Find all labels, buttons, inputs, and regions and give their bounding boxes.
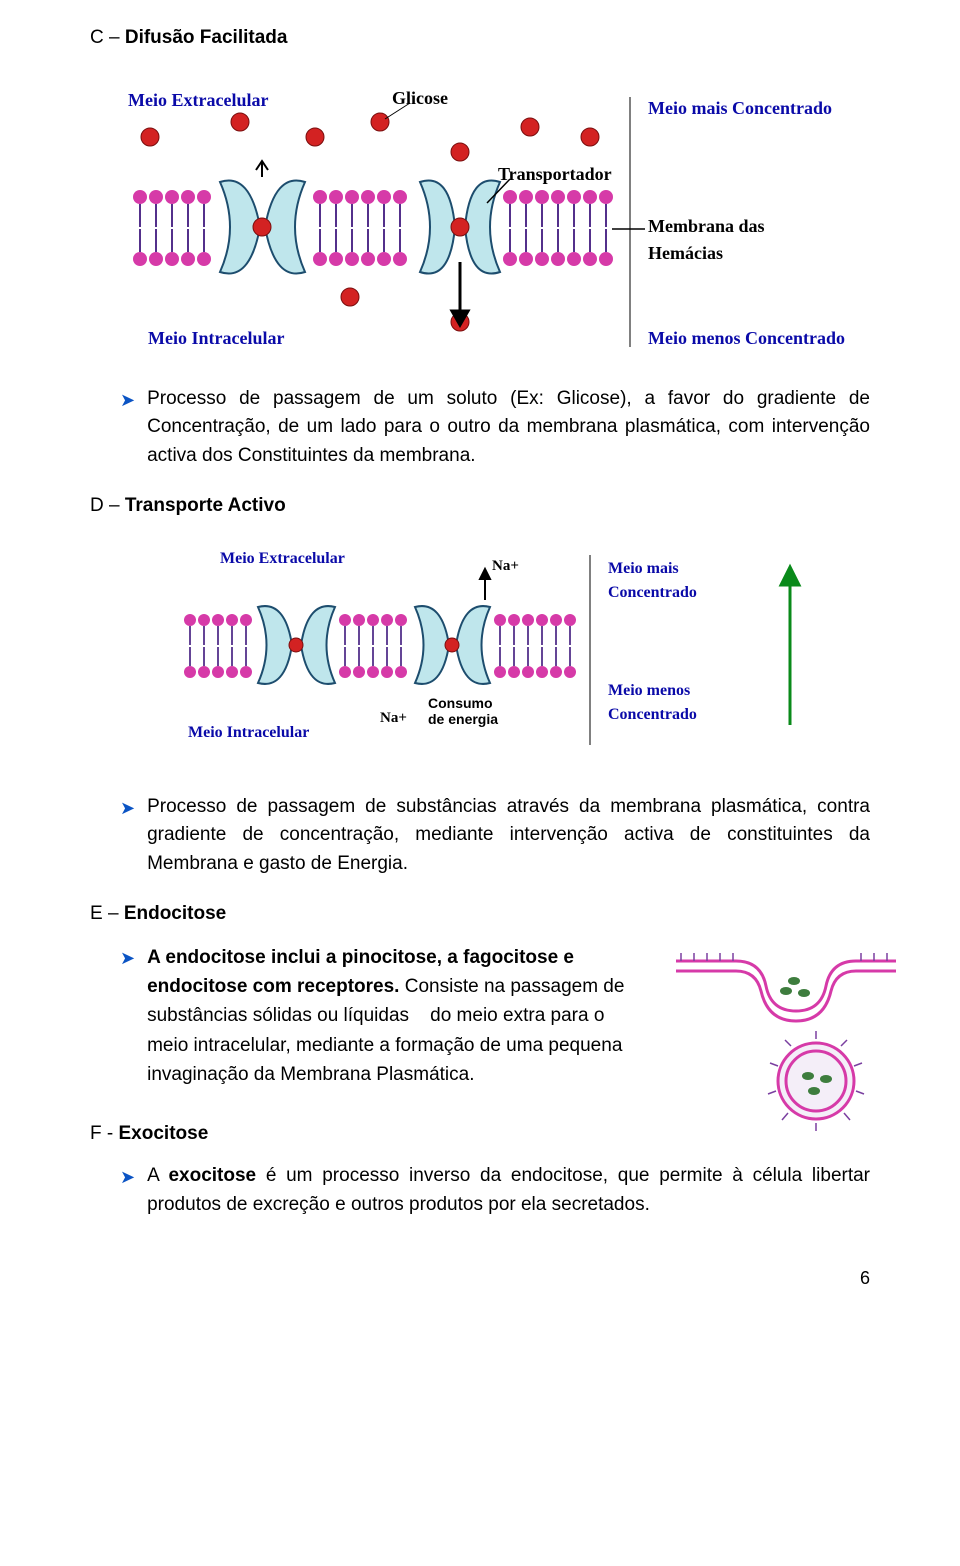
section-c-title: C – Difusão Facilitada	[90, 24, 870, 53]
section-d-bold: Transporte Activo	[125, 495, 286, 516]
label-mais-conc: Meio mais Concentrado	[648, 95, 832, 122]
label-menos-conc: Meio menos Concentrado	[648, 325, 845, 352]
label-intracelular: Meio Intracelular	[148, 325, 284, 352]
bullet-arrow-icon: ➤	[120, 795, 135, 822]
diagram-difusao: Meio Extracelular Glicose Meio mais Conc…	[90, 67, 870, 367]
section-c-bold: Difusão Facilitada	[125, 27, 288, 48]
section-e-title: E – Endocitose	[90, 900, 870, 929]
label-b-extrac: Meio Extracelular	[220, 547, 345, 571]
section-f-bold: Exocitose	[119, 1123, 209, 1144]
label-b-mais: Meio mais Concentrado	[608, 557, 697, 605]
label-b-na-bot: Na+	[380, 707, 407, 730]
bullet-e-text: A endocitose inclui a pinocitose, a fago…	[147, 943, 627, 1090]
bullet-arrow-icon: ➤	[120, 387, 135, 414]
label-glicose: Glicose	[392, 85, 448, 112]
section-d-prefix: D –	[90, 495, 125, 516]
page-number: 6	[90, 1265, 870, 1292]
diagram-endocitose	[666, 931, 906, 1131]
label-membrana: Membrana das Hemácias	[648, 213, 765, 267]
diagram-transporte: Meio Extracelular Na+ Meio mais Concentr…	[90, 535, 870, 775]
section-e-prefix: E –	[90, 903, 124, 924]
bullet-f-text: A exocitose é um processo inverso da end…	[147, 1162, 870, 1219]
label-b-na-top: Na+	[492, 555, 519, 578]
section-e-bold: Endocitose	[124, 903, 226, 924]
bullet-c-text: Processo de passagem de um soluto (Ex: G…	[147, 385, 870, 471]
bullet-arrow-icon: ➤	[120, 945, 135, 972]
label-transportador: Transportador	[498, 161, 612, 188]
section-f-prefix: F -	[90, 1123, 119, 1144]
bullet-f-rest: é um processo inverso da endocitose, que…	[147, 1165, 870, 1215]
bullet-d-text: Processo de passagem de substâncias atra…	[147, 793, 870, 879]
bullet-d: ➤ Processo de passagem de substâncias at…	[120, 793, 870, 879]
label-b-menos: Meio menos Concentrado	[608, 679, 697, 727]
label-b-intrac: Meio Intracelular	[188, 721, 309, 745]
diagram-endocitose-svg	[666, 931, 906, 1131]
bullet-f-lead: A	[147, 1165, 168, 1186]
label-b-energy: Consumo de energia	[428, 695, 498, 729]
section-c-prefix: C –	[90, 27, 125, 48]
bullet-f-bold: exocitose	[168, 1165, 256, 1186]
bullet-f: ➤ A exocitose é um processo inverso da e…	[120, 1162, 870, 1219]
label-extracelular: Meio Extracelular	[128, 87, 268, 114]
bullet-arrow-icon: ➤	[120, 1164, 135, 1191]
section-d-title: D – Transporte Activo	[90, 492, 870, 521]
bullet-c: ➤ Processo de passagem de um soluto (Ex:…	[120, 385, 870, 471]
